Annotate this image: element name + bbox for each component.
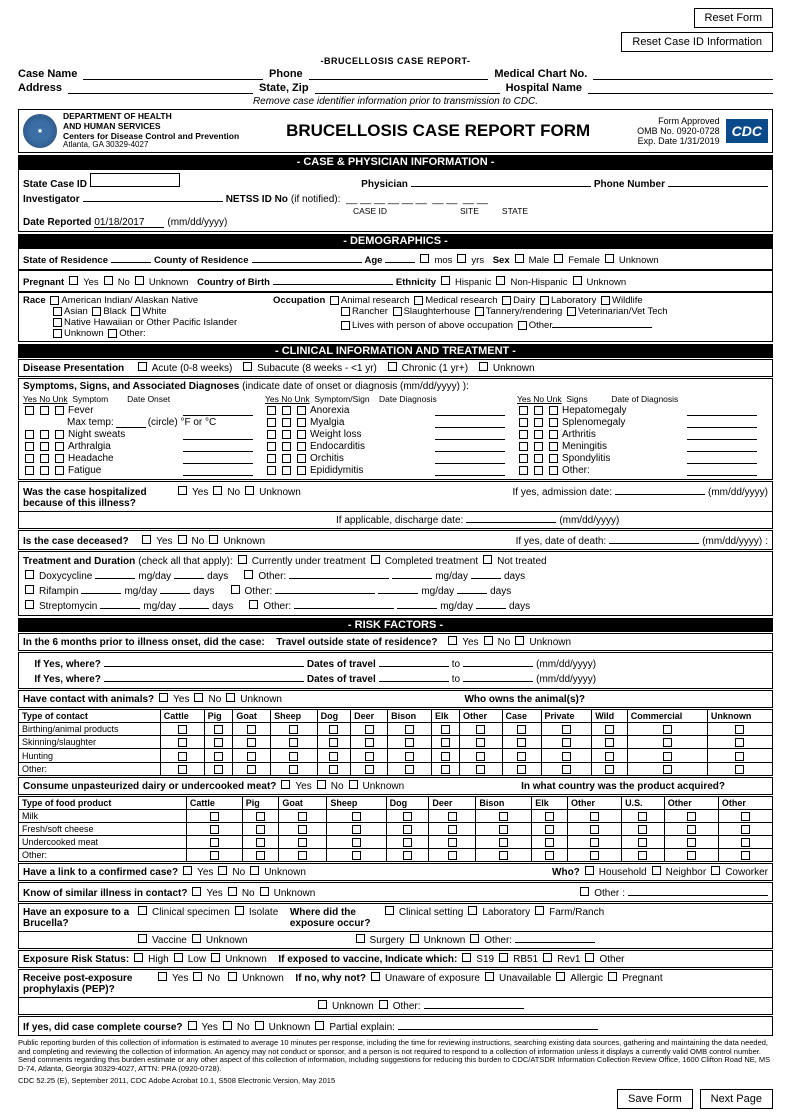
state-case-label: State Case ID <box>23 179 87 190</box>
phone-input[interactable] <box>309 68 489 80</box>
next-button[interactable]: Next Page <box>700 1089 773 1109</box>
case-name-input[interactable] <box>83 68 263 80</box>
food-table: Type of food product CattlePigGoatSheepD… <box>18 796 773 863</box>
physician-input[interactable] <box>411 176 591 187</box>
address-input[interactable] <box>68 82 253 94</box>
footer-burden: Public reporting burden of this collecti… <box>18 1039 773 1074</box>
hhs-logo: ★ <box>23 114 57 148</box>
case-name-label: Case Name <box>18 68 77 80</box>
report-subtitle: -BRUCELLOSIS CASE REPORT- <box>18 56 773 66</box>
approval-text: Form ApprovedOMB No. 0920-0728Exp. Date … <box>637 116 720 146</box>
phone-label: Phone <box>269 68 303 80</box>
investigator-input[interactable] <box>83 191 223 202</box>
phys-phone-label: Phone Number <box>594 179 665 190</box>
save-button[interactable]: Save Form <box>617 1089 693 1109</box>
address-label: Address <box>18 82 62 94</box>
hospital-input[interactable] <box>588 82 773 94</box>
section-clinical: - CLINICAL INFORMATION AND TREATMENT - <box>18 344 773 358</box>
medchart-label: Medical Chart No. <box>494 68 587 80</box>
phys-phone-input[interactable] <box>668 176 768 187</box>
netss-label: NETSS ID No <box>226 194 288 205</box>
animal-contact-table: Type of contact CattlePigGoatSheepDogDee… <box>18 709 773 776</box>
date-reported-label: Date Reported <box>23 217 91 228</box>
footer-version: CDC 52.25 (E), September 2011, CDC Adobe… <box>18 1077 773 1086</box>
section-case-phys: - CASE & PHYSICIAN INFORMATION - <box>18 155 773 169</box>
reset-form-button[interactable]: Reset Form <box>694 8 773 28</box>
hospital-label: Hospital Name <box>506 82 582 94</box>
cdc-badge: CDC <box>726 119 768 143</box>
state-case-input[interactable] <box>90 173 180 187</box>
section-demo: - DEMOGRAPHICS - <box>18 234 773 248</box>
medchart-input[interactable] <box>593 68 773 80</box>
org-text: DEPARTMENT OF HEALTHAND HUMAN SERVICES C… <box>63 112 239 150</box>
statezip-label: State, Zip <box>259 82 309 94</box>
section-risk: - RISK FACTORS - <box>18 618 773 632</box>
transmission-note: Remove case identifier information prior… <box>18 96 773 107</box>
date-reported-value[interactable]: 01/18/2017 <box>94 217 164 228</box>
main-title: BRUCELLOSIS CASE REPORT FORM <box>286 121 590 141</box>
statezip-input[interactable] <box>315 82 500 94</box>
reset-case-button[interactable]: Reset Case ID Information <box>621 32 773 52</box>
physician-label: Physician <box>361 179 408 190</box>
investigator-label: Investigator <box>23 194 80 205</box>
